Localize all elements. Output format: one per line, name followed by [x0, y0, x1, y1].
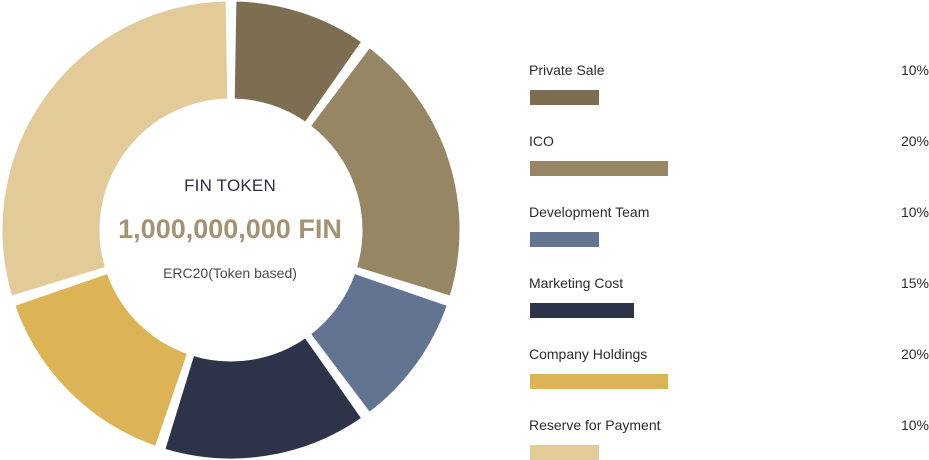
- legend-label: Private Sale: [529, 62, 605, 78]
- donut-svg: [0, 0, 462, 460]
- legend-bar-ico: [530, 161, 668, 176]
- legend-item-company-holdings: Company Holdings 20%: [529, 346, 929, 406]
- legend-item-ico: ICO 20%: [529, 133, 929, 193]
- legend-bar-development-team: [530, 232, 599, 247]
- legend-label: Marketing Cost: [529, 275, 624, 291]
- center-title: FIN TOKEN: [184, 176, 276, 195]
- legend-label: Company Holdings: [529, 346, 648, 362]
- legend-label: Reserve for Payment: [529, 417, 661, 433]
- donut-slice-company-holdings: [11, 270, 191, 450]
- legend-item-development-team: Development Team 10%: [529, 204, 929, 264]
- legend-percent: 15%: [900, 275, 929, 291]
- legend-bar-reserve-for-payment: [530, 445, 599, 460]
- donut-slice-ico: [307, 44, 462, 300]
- legend-bar-marketing-cost: [530, 303, 634, 318]
- donut-slice-private-sale: [231, 0, 366, 126]
- legend-item-reserve-for-payment: Reserve for Payment 10%: [529, 417, 929, 460]
- donut-chart: FIN TOKEN 1,000,000,000 FIN ERC20(Token …: [0, 0, 462, 460]
- legend-item-private-sale: Private Sale 10%: [529, 62, 929, 122]
- legend-label: ICO: [529, 133, 554, 149]
- legend-percent: 10%: [900, 62, 929, 78]
- legend-percent: 20%: [900, 346, 929, 362]
- legend: Private Sale 10% ICO 20% Development Team 10%…: [529, 0, 929, 460]
- donut-center: FIN TOKEN 1,000,000,000 FIN ERC20(Token …: [100, 100, 360, 360]
- legend-percent: 10%: [900, 417, 929, 433]
- legend-label: Development Team: [529, 204, 650, 220]
- donut-slice-development-team: [307, 270, 451, 416]
- donut-slice-marketing-cost: [161, 334, 366, 460]
- donut-slice-reserve-for-payment: [0, 0, 231, 300]
- legend-bar-private-sale: [530, 90, 599, 105]
- center-amount: 1,000,000,000 FIN: [118, 214, 342, 244]
- legend-percent: 20%: [900, 133, 929, 149]
- center-subtitle: ERC20(Token based): [163, 265, 297, 281]
- legend-item-marketing-cost: Marketing Cost 15%: [529, 275, 929, 335]
- legend-percent: 10%: [900, 204, 929, 220]
- legend-bar-company-holdings: [530, 374, 668, 389]
